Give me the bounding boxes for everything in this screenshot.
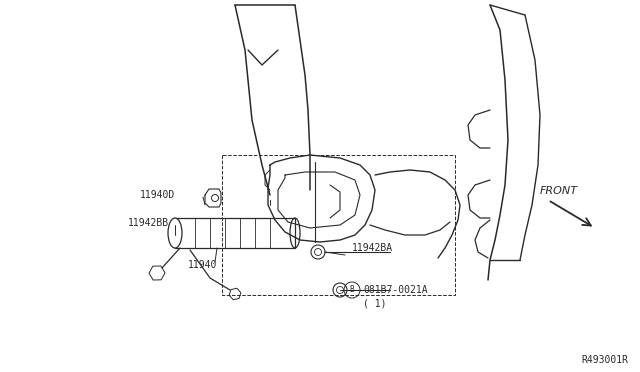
Text: 11942BA: 11942BA — [352, 243, 393, 253]
Text: 081B7-0021A: 081B7-0021A — [363, 285, 428, 295]
Ellipse shape — [168, 218, 182, 248]
Text: R493001R: R493001R — [581, 355, 628, 365]
Text: 11940D: 11940D — [140, 190, 175, 200]
Bar — [175, 218, 295, 248]
Circle shape — [314, 248, 321, 256]
Text: ( 1): ( 1) — [363, 299, 387, 309]
Circle shape — [337, 286, 344, 294]
Text: 11942BB: 11942BB — [128, 218, 169, 228]
Text: 11940: 11940 — [188, 260, 218, 270]
Text: FRONT: FRONT — [540, 186, 578, 196]
Text: B: B — [349, 285, 355, 295]
